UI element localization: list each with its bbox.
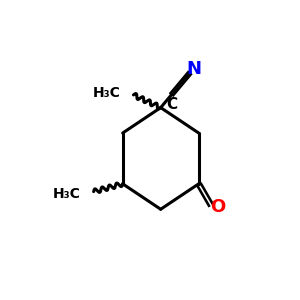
Text: C: C	[167, 97, 178, 112]
Text: H₃C: H₃C	[93, 85, 121, 100]
Text: N: N	[186, 60, 201, 78]
Text: H₃C: H₃C	[53, 187, 81, 201]
Text: O: O	[210, 198, 226, 216]
